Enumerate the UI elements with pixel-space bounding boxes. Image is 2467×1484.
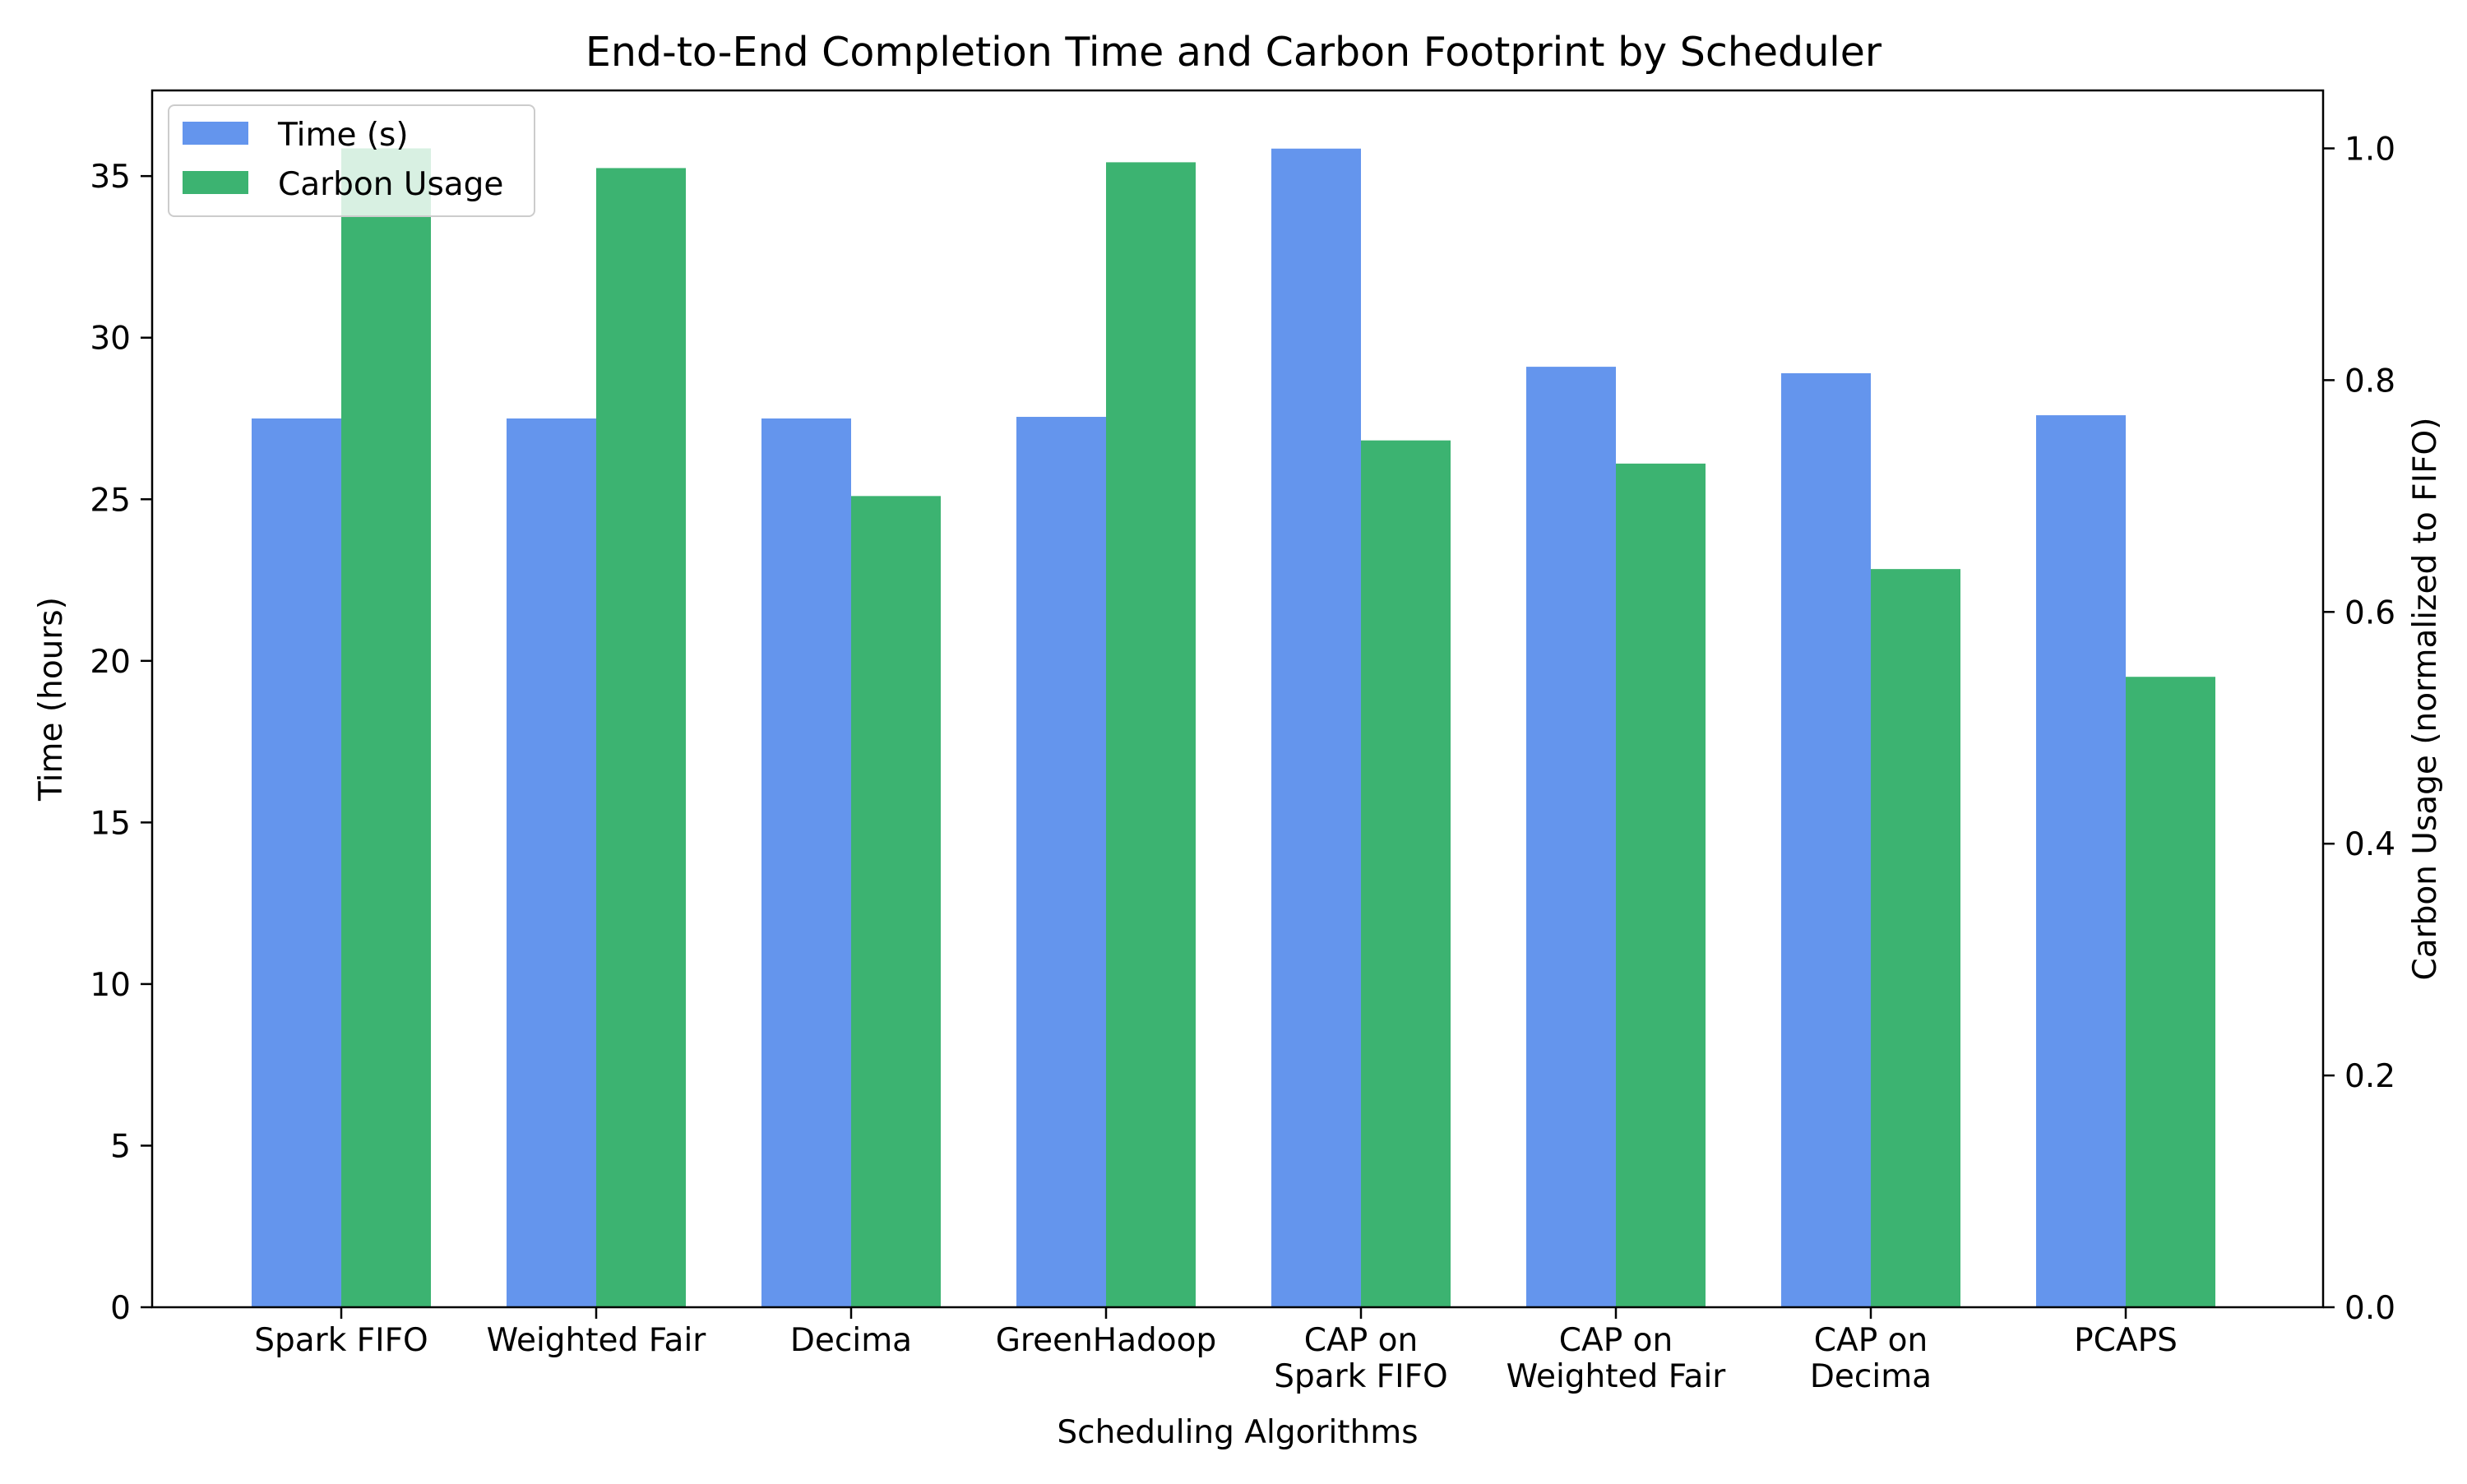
- y-axis-label-right: Carbon Usage (normalized to FIFO): [2407, 418, 2444, 981]
- right-y-tick-label: 1.0: [2344, 131, 2395, 168]
- chart-title: End-to-End Completion Time and Carbon Fo…: [586, 29, 1882, 76]
- legend-swatch-time: [183, 122, 248, 145]
- carbon-bar: [341, 148, 431, 1307]
- left-y-tick-label: 10: [90, 967, 131, 1004]
- carbon-series: [341, 148, 2215, 1307]
- carbon-bar: [1361, 440, 1451, 1307]
- time-bar: [1526, 367, 1616, 1308]
- carbon-bar: [596, 168, 686, 1307]
- right-y-tick-label: 0.2: [2344, 1058, 2395, 1095]
- carbon-bar: [1106, 162, 1196, 1307]
- time-bar: [2036, 415, 2126, 1307]
- left-y-tick-label: 30: [90, 321, 131, 358]
- left-y-tick-label: 35: [90, 159, 131, 196]
- carbon-bar: [2126, 677, 2215, 1307]
- x-tick-label: GreenHadoop: [996, 1322, 1217, 1359]
- time-series: [252, 148, 2126, 1308]
- left-y-tick-label: 0: [110, 1290, 131, 1327]
- time-bar: [761, 418, 851, 1307]
- right-y-tick-label: 0.8: [2344, 363, 2395, 400]
- legend-label-carbon: Carbon Usage: [278, 166, 503, 203]
- plot-frame: [150, 89, 2325, 1309]
- x-tick-label: CAP on Spark FIFO: [1274, 1322, 1448, 1395]
- time-bar: [1781, 372, 1871, 1307]
- carbon-bar: [1871, 569, 1960, 1307]
- right-y-tick-label: 0.4: [2344, 826, 2395, 863]
- right-y-tick-label: 0.0: [2344, 1290, 2395, 1327]
- carbon-bar: [851, 496, 941, 1307]
- x-tick-label: CAP on Decima: [1810, 1322, 1932, 1395]
- x-tick-label: Weighted Fair: [487, 1322, 707, 1359]
- legend-label-time: Time (s): [277, 117, 409, 154]
- legend: Time (s) Carbon Usage: [168, 104, 535, 217]
- left-y-tick-label: 5: [110, 1128, 131, 1165]
- time-bar: [1016, 417, 1106, 1307]
- x-tick-label: CAP on Weighted Fair: [1507, 1322, 1727, 1395]
- carbon-bar: [1616, 463, 1706, 1307]
- legend-frame: [168, 104, 535, 217]
- time-bar: [1271, 148, 1361, 1308]
- time-bar: [507, 418, 596, 1307]
- right-y-tick-label: 0.6: [2344, 594, 2395, 631]
- x-tick-label: Decima: [790, 1322, 912, 1359]
- left-y-axis: 0 5 10 15 20 25 30 35: [90, 159, 152, 1327]
- y-axis-label-left: Time (hours): [33, 597, 70, 802]
- left-y-tick-label: 25: [90, 482, 131, 519]
- x-tick-label: Spark FIFO: [254, 1322, 428, 1359]
- left-y-tick-label: 15: [90, 805, 131, 842]
- left-y-tick-label: 20: [90, 644, 131, 681]
- x-axis: Spark FIFO Weighted Fair Decima GreenHadoop…: [254, 1307, 2178, 1395]
- x-tick-label: PCAPS: [2074, 1322, 2178, 1359]
- x-axis-label: Scheduling Algorithms: [1057, 1414, 1418, 1451]
- time-bar: [252, 418, 341, 1307]
- right-y-axis: 0.0 0.2 0.4 0.6 0.8 1.0: [2323, 131, 2395, 1327]
- legend-swatch-carbon: [183, 171, 248, 194]
